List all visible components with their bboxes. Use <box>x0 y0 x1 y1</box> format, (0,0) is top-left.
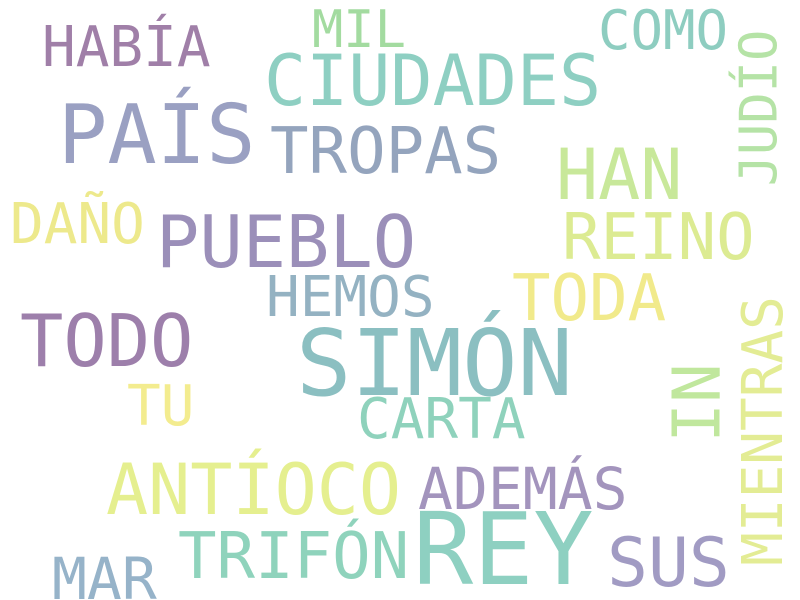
word-tu: TU <box>127 374 195 439</box>
word-han: HAN <box>556 134 683 216</box>
word-pueblo: PUEBLO <box>156 200 417 284</box>
word-antioco: ANTÍOCO <box>106 449 402 531</box>
word-mil: MIL <box>312 0 406 60</box>
word-tropas: TROPAS <box>270 115 502 189</box>
word-hemos: HEMOS <box>266 265 435 330</box>
word-trifon: TRIFÓN <box>178 520 410 594</box>
word-mar: MAR <box>52 545 157 600</box>
word-dano: DAÑO <box>10 192 145 257</box>
word-carta: CARTA <box>357 387 526 452</box>
word-pais: PAÍS <box>58 88 256 183</box>
word-toda: TODA <box>512 262 667 336</box>
word-sus: SUS <box>607 524 730 600</box>
word-todo: TODO <box>20 299 194 383</box>
word-ciudades: CIUDADES <box>264 40 602 122</box>
word-rey: REY <box>413 491 594 600</box>
word-simon: SIMÓN <box>296 310 573 417</box>
word-reino: REINO <box>562 201 755 275</box>
word-como: COMO <box>598 0 729 62</box>
word-mientras: MIENTRAS <box>730 296 796 566</box>
word-habia: HABÍA <box>42 15 211 80</box>
word-ademas: ADEMÁS <box>418 455 628 523</box>
word-ni: NI <box>655 363 733 443</box>
word-judio: JUDÍO <box>729 29 790 187</box>
